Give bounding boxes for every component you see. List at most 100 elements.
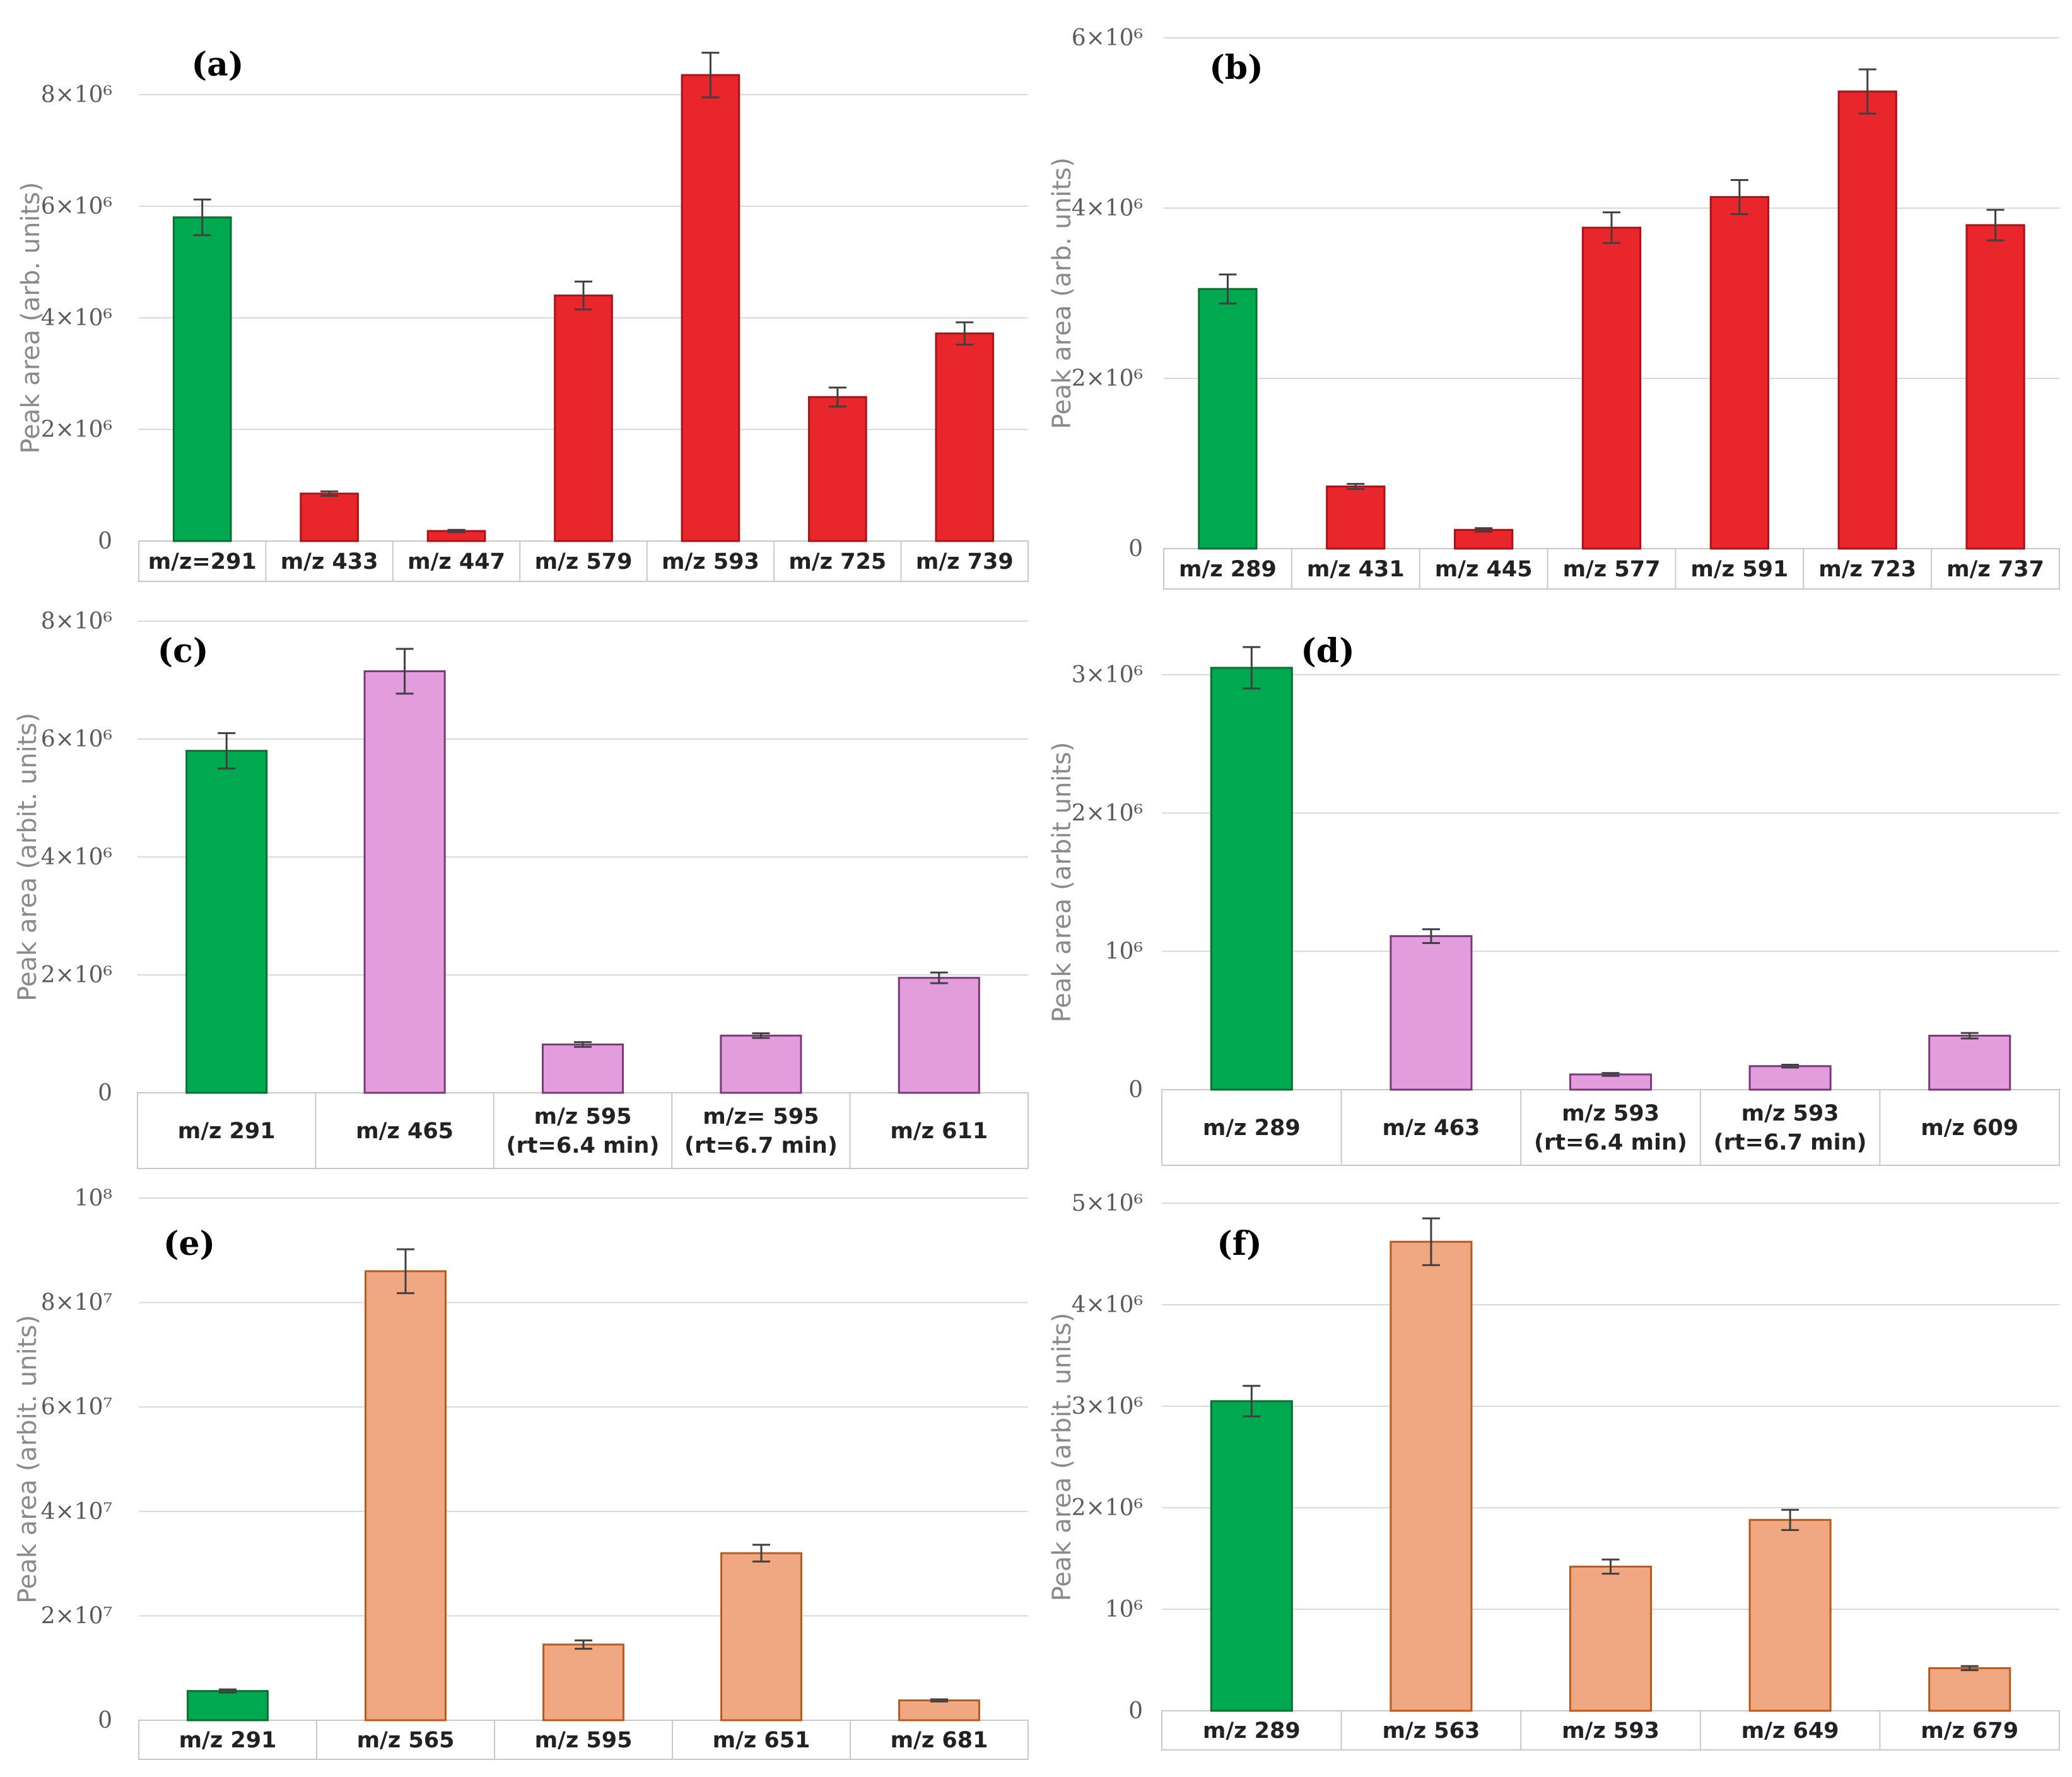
category-table-c xyxy=(137,1092,1029,1169)
category-label-c-1: m/z 465 xyxy=(356,1119,454,1144)
category-label-e-3: m/z 651 xyxy=(713,1728,811,1753)
ytick-label-e-1: 2×10⁷ xyxy=(41,1603,112,1629)
error-bar-a-3 xyxy=(575,280,592,311)
ytick-label-d-3: 3×10⁶ xyxy=(1072,662,1143,688)
error-bar-e-1 xyxy=(397,1248,414,1295)
ytick-label-a-0: 0 xyxy=(98,528,112,554)
category-label-c-2-line1: (rt=6.4 min) xyxy=(506,1133,660,1158)
bar-a-4 xyxy=(681,74,740,542)
bar-e-4 xyxy=(898,1699,980,1722)
category-label-d-1: m/z 463 xyxy=(1382,1116,1480,1141)
error-bar-a-4 xyxy=(701,52,720,98)
panel-b: 0 2×10⁶ 4×10⁶ 6×10⁶ Peak area (arb. units) m/… xyxy=(1048,25,2060,590)
category-label-b-0: m/z 289 xyxy=(1179,557,1277,582)
category-label-b-4: m/z 591 xyxy=(1690,557,1788,582)
ytick-label-f-4: 4×10⁶ xyxy=(1072,1292,1143,1318)
error-bar-b-2 xyxy=(1475,527,1493,533)
category-label-a-3: m/z 579 xyxy=(535,549,633,574)
ytick-label-d-1: 10⁶ xyxy=(1105,939,1143,965)
bar-e-3 xyxy=(720,1552,802,1722)
category-label-a-5: m/z 725 xyxy=(788,549,886,574)
error-bar-a-0 xyxy=(193,198,211,236)
category-label-d-4: m/z 609 xyxy=(1921,1116,2018,1141)
bar-e-1 xyxy=(365,1270,447,1722)
category-table-d xyxy=(1161,1089,2060,1166)
category-label-d-3-line0: m/z 593 xyxy=(1741,1101,1839,1126)
bar-d-0 xyxy=(1210,667,1293,1091)
bar-d-4 xyxy=(1928,1034,2011,1091)
bar-b-4 xyxy=(1709,195,1770,550)
category-table-f xyxy=(1161,1710,2060,1751)
panel-e: 0 2×10⁷ 4×10⁷ 6×10⁷ 8×10⁷ 10⁸ Peak area (arbit… xyxy=(13,1186,1029,1760)
ytick-label-f-2: 2×10⁶ xyxy=(1072,1495,1143,1521)
bar-c-4 xyxy=(898,977,980,1094)
category-label-a-2: m/z 447 xyxy=(407,549,505,574)
ytick-label-a-2: 4×10⁶ xyxy=(41,305,112,331)
ytick-label-b-2: 4×10⁶ xyxy=(1072,195,1143,221)
error-bar-b-1 xyxy=(1347,482,1365,490)
bar-f-4 xyxy=(1928,1667,2011,1712)
ytick-label-b-0: 0 xyxy=(1128,536,1143,562)
ytick-label-f-1: 10⁶ xyxy=(1105,1597,1143,1623)
ytick-label-d-0: 0 xyxy=(1128,1077,1143,1103)
error-bar-b-0 xyxy=(1219,273,1237,305)
ylabel-a: Peak area (arb. units) xyxy=(16,182,45,454)
ytick-label-e-3: 6×10⁷ xyxy=(41,1394,112,1420)
category-table-a xyxy=(138,540,1029,582)
error-bar-c-0 xyxy=(218,732,236,770)
error-bar-d-4 xyxy=(1960,1032,1979,1040)
bar-e-2 xyxy=(542,1643,624,1722)
category-label-b-2: m/z 445 xyxy=(1435,557,1533,582)
panel-d: 0 10⁶ 2×10⁶ 3×10⁶ Peak area (arbit units) m/z… xyxy=(1048,632,2060,1166)
error-bar-c-3 xyxy=(752,1032,770,1039)
panel-f: 0 10⁶ 2×10⁶ 3×10⁶ 4×10⁶ 5×10⁶ Peak area (arbit… xyxy=(1048,1191,2060,1751)
bar-d-3 xyxy=(1748,1065,1832,1091)
panel-label-e: (e) xyxy=(163,1225,215,1263)
ytick-label-c-4: 8×10⁶ xyxy=(41,609,112,634)
error-bar-f-0 xyxy=(1243,1385,1261,1418)
category-label-e-1: m/z 565 xyxy=(357,1728,455,1753)
bar-c-2 xyxy=(541,1043,624,1094)
bar-f-3 xyxy=(1748,1518,1832,1712)
bar-b-1 xyxy=(1326,485,1386,550)
bar-b-6 xyxy=(1965,224,2025,550)
error-bar-f-3 xyxy=(1781,1508,1800,1531)
ytick-label-e-2: 4×10⁷ xyxy=(41,1499,112,1525)
category-label-f-4: m/z 679 xyxy=(1921,1718,2018,1744)
panel-label-b: (b) xyxy=(1209,49,1263,87)
error-bar-b-4 xyxy=(1730,178,1748,215)
ytick-label-e-0: 0 xyxy=(98,1708,112,1733)
ytick-label-f-5: 5×10⁶ xyxy=(1072,1191,1143,1216)
bar-a-5 xyxy=(808,396,867,542)
bar-b-0 xyxy=(1198,288,1258,550)
bar-a-3 xyxy=(554,294,613,542)
ytick-label-e-4: 8×10⁷ xyxy=(41,1290,112,1316)
error-bar-b-6 xyxy=(1986,209,2005,242)
panel-a: 0 2×10⁶ 4×10⁶ 6×10⁶ 8×10⁶ Peak area (arb. uni… xyxy=(16,45,1029,582)
error-bar-c-2 xyxy=(574,1041,592,1048)
bar-f-1 xyxy=(1390,1240,1473,1712)
panel-label-c: (c) xyxy=(158,632,209,670)
category-table-e xyxy=(138,1720,1029,1760)
error-bar-b-5 xyxy=(1858,68,1876,115)
category-label-d-3-line1: (rt=6.7 min) xyxy=(1714,1130,1867,1155)
category-label-f-2: m/z 593 xyxy=(1562,1718,1659,1744)
error-bar-f-2 xyxy=(1601,1558,1620,1575)
error-bar-a-2 xyxy=(447,528,465,533)
ytick-label-d-2: 2×10⁶ xyxy=(1072,800,1143,826)
error-bar-b-3 xyxy=(1603,211,1620,244)
category-label-d-2-line0: m/z 593 xyxy=(1562,1101,1659,1126)
bar-b-3 xyxy=(1581,226,1642,550)
error-bar-f-4 xyxy=(1960,1665,1979,1672)
bar-f-0 xyxy=(1210,1400,1293,1712)
error-bar-d-1 xyxy=(1422,928,1440,945)
category-label-d-2-line1: (rt=6.4 min) xyxy=(1534,1130,1687,1155)
error-bar-c-4 xyxy=(930,971,948,984)
error-bar-d-2 xyxy=(1601,1072,1620,1077)
category-label-c-0: m/z 291 xyxy=(178,1119,276,1144)
ytick-label-b-1: 2×10⁶ xyxy=(1072,366,1143,392)
category-label-a-1: m/z 433 xyxy=(281,549,378,574)
ytick-label-f-0: 0 xyxy=(1128,1698,1143,1724)
ylabel-c: Peak area (arbit. units) xyxy=(13,713,42,1001)
